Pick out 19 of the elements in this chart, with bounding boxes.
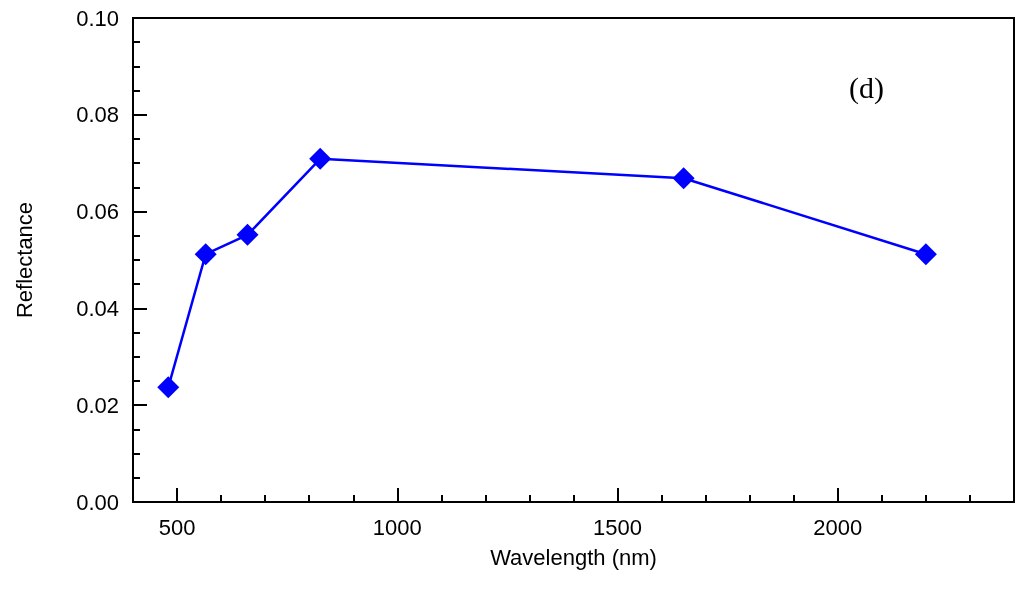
point <box>194 243 217 266</box>
x-axis-title: Wavelength (nm) <box>490 544 657 570</box>
y-tick-label: 0.10 <box>76 5 119 31</box>
x-tick-label: 1000 <box>372 514 422 540</box>
point <box>236 223 259 246</box>
y-tick-label: 0.04 <box>76 295 119 321</box>
y-tick-label: 0.00 <box>76 489 119 515</box>
point <box>309 147 332 170</box>
point <box>157 376 180 399</box>
annotation: (d) <box>849 70 884 105</box>
y-tick-label: 0.02 <box>76 392 119 418</box>
point <box>914 243 937 266</box>
y-tick-label: 0.08 <box>76 102 119 128</box>
y-tick-label: 0.06 <box>76 199 119 225</box>
x-tick-label: 500 <box>158 514 196 540</box>
y-axis-title: Reflectance <box>11 201 37 319</box>
x-tick-label: 1500 <box>593 514 643 540</box>
x-tick-label: 2000 <box>813 514 863 540</box>
point <box>672 167 695 190</box>
